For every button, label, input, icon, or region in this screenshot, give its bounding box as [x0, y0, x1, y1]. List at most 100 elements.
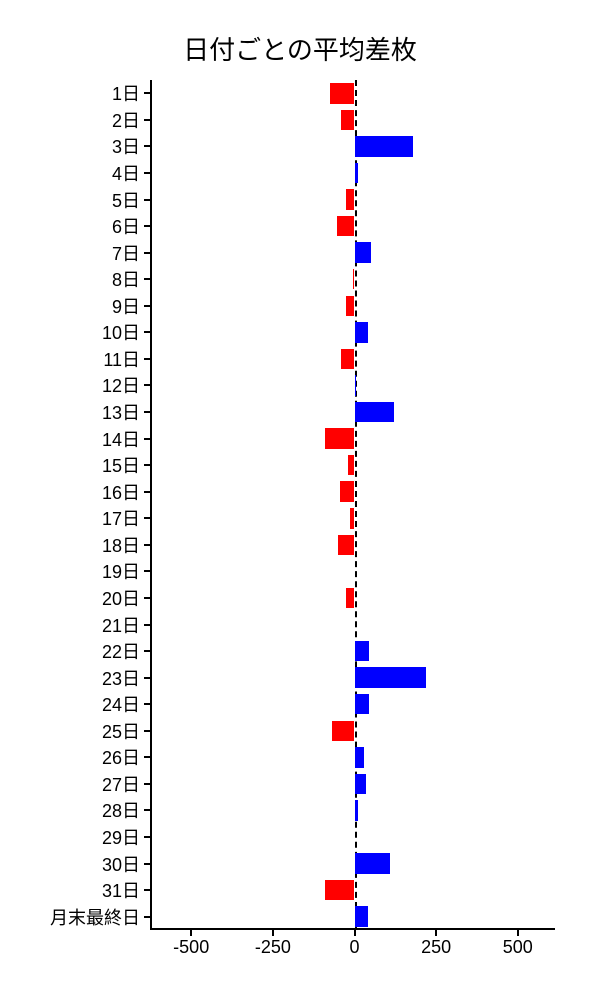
y-axis-label: 21日 [102, 612, 140, 638]
bar [348, 455, 355, 475]
y-axis-label: 12日 [102, 372, 140, 398]
chart-title: 日付ごとの平均差枚 [0, 30, 600, 67]
y-tick [144, 331, 152, 333]
bar [355, 375, 357, 395]
y-axis-label: 26日 [102, 744, 140, 770]
y-tick [144, 464, 152, 466]
y-tick [144, 916, 152, 918]
x-axis-label: 500 [503, 937, 533, 958]
y-tick [144, 411, 152, 413]
y-axis-label: 2日 [112, 107, 140, 133]
y-axis-label: 9日 [112, 293, 140, 319]
y-axis-label: 13日 [102, 399, 140, 425]
y-tick [144, 172, 152, 174]
bar [355, 774, 366, 794]
x-axis-label: -500 [173, 937, 209, 958]
y-tick [144, 278, 152, 280]
bar [355, 136, 414, 156]
bar [355, 163, 359, 183]
y-tick [144, 597, 152, 599]
bar [350, 508, 355, 528]
y-tick [144, 199, 152, 201]
bar [355, 747, 365, 767]
x-axis-label: -250 [255, 937, 291, 958]
bar [355, 641, 370, 661]
y-tick [144, 703, 152, 705]
y-axis-label: 6日 [112, 213, 140, 239]
bar [337, 216, 355, 236]
bar [355, 402, 394, 422]
y-tick [144, 863, 152, 865]
bar [355, 906, 368, 926]
y-axis-label: 10日 [102, 319, 140, 345]
bar [346, 189, 354, 209]
y-axis-label: 27日 [102, 771, 140, 797]
y-tick [144, 145, 152, 147]
y-axis-label: 20日 [102, 585, 140, 611]
y-tick [144, 544, 152, 546]
y-axis-label: 29日 [102, 824, 140, 850]
y-axis-label: 7日 [112, 240, 140, 266]
bar [355, 853, 391, 873]
y-tick [144, 438, 152, 440]
y-tick [144, 809, 152, 811]
bar [341, 349, 354, 369]
y-axis-label: 24日 [102, 691, 140, 717]
y-tick [144, 889, 152, 891]
x-tick [190, 928, 192, 936]
y-axis-label: 17日 [102, 505, 140, 531]
y-tick [144, 624, 152, 626]
y-tick [144, 252, 152, 254]
bar [346, 296, 354, 316]
y-axis-label: 23日 [102, 665, 140, 691]
y-tick [144, 756, 152, 758]
y-tick [144, 119, 152, 121]
x-axis-label: 0 [349, 937, 359, 958]
y-tick [144, 650, 152, 652]
y-axis-label: 8日 [112, 266, 140, 292]
y-axis-label: 25日 [102, 718, 140, 744]
bar [340, 481, 355, 501]
bar [355, 667, 427, 687]
y-axis-label: 15日 [102, 452, 140, 478]
chart-container: 日付ごとの平均差枚 -500-2500250500 1日2日3日4日5日6日7日… [0, 0, 600, 1000]
y-axis-label: 1日 [112, 80, 140, 106]
y-axis-label: 月末最終日 [50, 904, 140, 930]
x-tick [354, 928, 356, 936]
bar [355, 800, 359, 820]
plot-area: -500-2500250500 [150, 80, 555, 930]
bar [355, 694, 370, 714]
y-tick [144, 491, 152, 493]
y-axis-label: 28日 [102, 797, 140, 823]
y-tick [144, 92, 152, 94]
x-axis-label: 250 [421, 937, 451, 958]
bar [338, 535, 354, 555]
y-tick [144, 677, 152, 679]
bar [325, 880, 354, 900]
y-tick [144, 305, 152, 307]
x-tick [435, 928, 437, 936]
y-tick [144, 384, 152, 386]
y-tick [144, 570, 152, 572]
y-axis-label: 14日 [102, 426, 140, 452]
bar [355, 242, 371, 262]
y-axis-label: 31日 [102, 877, 140, 903]
bar [355, 322, 368, 342]
y-tick [144, 225, 152, 227]
y-axis-label: 11日 [103, 346, 140, 372]
x-tick [517, 928, 519, 936]
bar [330, 83, 354, 103]
y-tick [144, 730, 152, 732]
x-tick [272, 928, 274, 936]
y-axis-label: 22日 [102, 638, 140, 664]
y-axis-label: 4日 [112, 160, 140, 186]
bar [346, 588, 354, 608]
y-tick [144, 783, 152, 785]
y-axis-label: 16日 [102, 479, 140, 505]
y-axis-label: 19日 [102, 558, 140, 584]
bar [341, 110, 354, 130]
y-axis-label: 3日 [112, 133, 140, 159]
bar [325, 428, 354, 448]
y-axis-label: 18日 [102, 532, 140, 558]
y-axis-label: 30日 [102, 851, 140, 877]
